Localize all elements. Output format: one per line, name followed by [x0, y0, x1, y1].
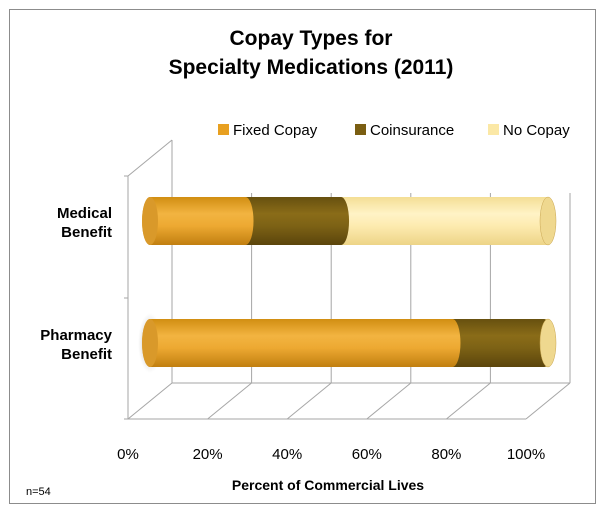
floor-gridline — [366, 382, 412, 420]
floor-gridline — [207, 382, 252, 420]
chart-axes — [124, 139, 571, 420]
x-tick-label: 80% — [431, 446, 461, 463]
legend: Fixed Copay Coinsurance No Copay — [218, 122, 570, 139]
chart-title: Copay Types for Specialty Medications (20… — [169, 27, 454, 79]
category-label: Medical — [57, 205, 112, 222]
bar-segment — [333, 197, 556, 245]
legend-swatch — [355, 124, 366, 135]
floor-gridline — [446, 382, 491, 420]
bar-segment — [237, 197, 350, 246]
bar-right-cap — [539, 318, 557, 368]
x-axis-title: Percent of Commercial Lives — [232, 477, 424, 493]
bar-right-cap — [539, 196, 557, 246]
category-label: Benefit — [61, 346, 112, 363]
legend-swatch — [488, 124, 499, 135]
legend-label: Coinsurance — [370, 122, 454, 139]
chart-title-line: Specialty Medications (2011) — [169, 56, 454, 79]
chart-frame — [9, 9, 596, 504]
floor-gridline — [127, 382, 173, 420]
x-tick-label: 40% — [272, 446, 302, 463]
sample-size-note: n=54 — [26, 486, 51, 498]
x-tick-label: 20% — [193, 446, 223, 463]
bar-segment — [142, 197, 254, 246]
category-label: Pharmacy — [40, 327, 112, 344]
legend-label: Fixed Copay — [233, 122, 318, 139]
floor-gridline — [525, 382, 571, 420]
bar-segment — [444, 319, 553, 367]
floor-gridline — [286, 382, 332, 420]
bar-left-cap — [142, 319, 158, 367]
category-label: Benefit — [61, 224, 112, 241]
x-tick-label: 0% — [117, 446, 139, 463]
chart-title-line: Copay Types for — [230, 27, 393, 50]
bar-segment — [142, 319, 461, 367]
side-wall-top — [127, 139, 173, 177]
x-tick-label: 100% — [507, 446, 545, 463]
x-tick-label: 60% — [352, 446, 382, 463]
bars — [138, 196, 557, 373]
axis-labels: Medical Benefit Pharmacy Benefit 0% 20% 40% 60%… — [26, 205, 545, 498]
legend-swatch — [218, 124, 229, 135]
bar-left-cap — [142, 197, 158, 245]
legend-label: No Copay — [503, 122, 570, 139]
